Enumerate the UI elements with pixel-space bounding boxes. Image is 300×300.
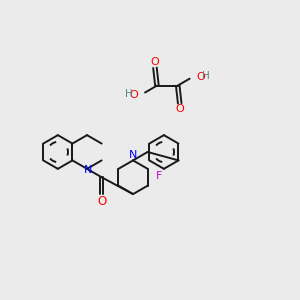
Text: F: F [156,171,162,181]
Text: H: H [202,71,209,81]
Text: O: O [129,89,138,100]
Text: O: O [151,57,159,67]
Text: O: O [196,72,205,82]
Text: O: O [175,104,184,114]
Text: O: O [97,194,106,208]
Text: H: H [125,88,133,98]
Text: N: N [129,150,137,161]
Text: N: N [84,165,92,175]
